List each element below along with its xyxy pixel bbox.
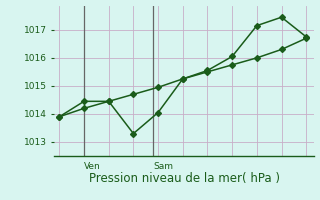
X-axis label: Pression niveau de la mer( hPa ): Pression niveau de la mer( hPa ) — [89, 172, 279, 185]
Text: Ven: Ven — [84, 162, 101, 171]
Text: Sam: Sam — [153, 162, 173, 171]
